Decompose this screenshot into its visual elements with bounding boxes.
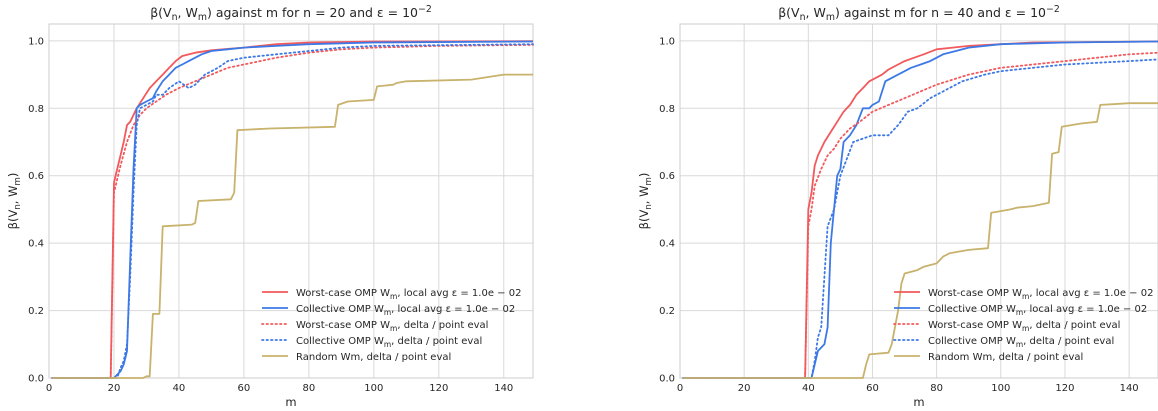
x-tick-label: 80	[930, 383, 943, 394]
y-tick-label: 0.2	[28, 306, 44, 317]
series-line-collective_local	[683, 40, 1158, 379]
x-tick-label: 20	[738, 383, 751, 394]
legend-label-worst_delta: Worst-case OMP Wm, delta / point eval	[296, 320, 488, 333]
legend-label-random: Random Wm, delta / point eval	[928, 352, 1083, 363]
chart-panel-n20: 0 20 40 60 80 100 120 140 0.0 0.2 0.4 0.6 0.8 1.0 β(Vn…	[6, 4, 534, 409]
chart-title: β(Vn, Wm) against m for n = 20 and ε = 1…	[150, 4, 432, 23]
y-tick-label: 0.6	[659, 171, 675, 182]
x-tick-label: 60	[238, 383, 251, 394]
x-tick-label: 60	[866, 383, 879, 394]
y-tick-label: 0.0	[659, 374, 675, 385]
x-tick-label: 0	[46, 383, 52, 394]
series-line-worst_delta	[51, 44, 534, 379]
y-tick-label: 1.0	[28, 36, 44, 47]
y-tick-label: 0.4	[659, 239, 675, 250]
plot-frame	[679, 23, 1158, 379]
legend-label-random: Random Wm, delta / point eval	[296, 352, 451, 363]
x-tick-label: 40	[173, 383, 186, 394]
legend-label-collective_delta: Collective OMP Wm, delta / point eval	[928, 336, 1114, 349]
chart-panel-n40: 0 20 40 60 80 100 120 140 0.0 0.2 0.4 0.6 0.8 1.0 β(Vn…	[637, 4, 1158, 409]
y-tick-label: 0.2	[659, 306, 675, 317]
series-line-worst_local	[683, 40, 1158, 379]
legend-label-worst_delta: Worst-case OMP Wm, delta / point eval	[928, 320, 1120, 333]
x-axis-label: m	[285, 395, 296, 409]
x-tick-label: 20	[108, 383, 121, 394]
series-line-random	[52, 73, 533, 379]
legend-label-worst_local: Worst-case OMP Wm, local avg ε = 1.0e − …	[296, 288, 521, 301]
x-tick-label: 0	[677, 383, 683, 394]
x-tick-label: 120	[1055, 383, 1074, 394]
series-line-collective_delta	[682, 58, 1158, 379]
y-tick-label: 0.8	[28, 104, 44, 115]
legend: Worst-case OMP Wm, local avg ε = 1.0e − …	[893, 288, 1153, 363]
plot-frame	[48, 23, 534, 379]
x-tick-label: 100	[364, 383, 383, 394]
x-tick-label: 80	[302, 383, 315, 394]
series-line-collective_local	[52, 40, 534, 379]
x-tick-label: 120	[429, 383, 448, 394]
series-line-worst_delta	[682, 51, 1158, 379]
y-tick-label: 0.8	[659, 104, 675, 115]
y-tick-label: 0.6	[28, 171, 44, 182]
series-line-random	[683, 102, 1158, 379]
chart-title: β(Vn, Wm) against m for n = 40 and ε = 1…	[778, 4, 1060, 23]
x-tick-label: 140	[494, 383, 513, 394]
legend-label-worst_local: Worst-case OMP Wm, local avg ε = 1.0e − …	[928, 288, 1153, 301]
y-tick-label: 0.4	[28, 239, 44, 250]
legend: Worst-case OMP Wm, local avg ε = 1.0e − …	[261, 288, 521, 363]
x-tick-label: 40	[802, 383, 815, 394]
legend-label-collective_delta: Collective OMP Wm, delta / point eval	[296, 336, 482, 349]
legend-label-collective_local: Collective OMP Wm, local avg ε = 1.0e − …	[928, 304, 1147, 317]
y-tick-label: 1.0	[659, 36, 675, 47]
x-axis-label: m	[913, 395, 924, 409]
x-tick-label: 140	[1120, 383, 1139, 394]
series-line-collective_delta	[51, 43, 534, 379]
y-axis-label: β(Vn, Wm)	[637, 173, 654, 230]
x-tick-label: 100	[991, 383, 1010, 394]
legend-label-collective_local: Collective OMP Wm, local avg ε = 1.0e − …	[296, 304, 515, 317]
y-axis-label: β(Vn, Wm)	[6, 173, 23, 230]
y-tick-label: 0.0	[28, 374, 44, 385]
